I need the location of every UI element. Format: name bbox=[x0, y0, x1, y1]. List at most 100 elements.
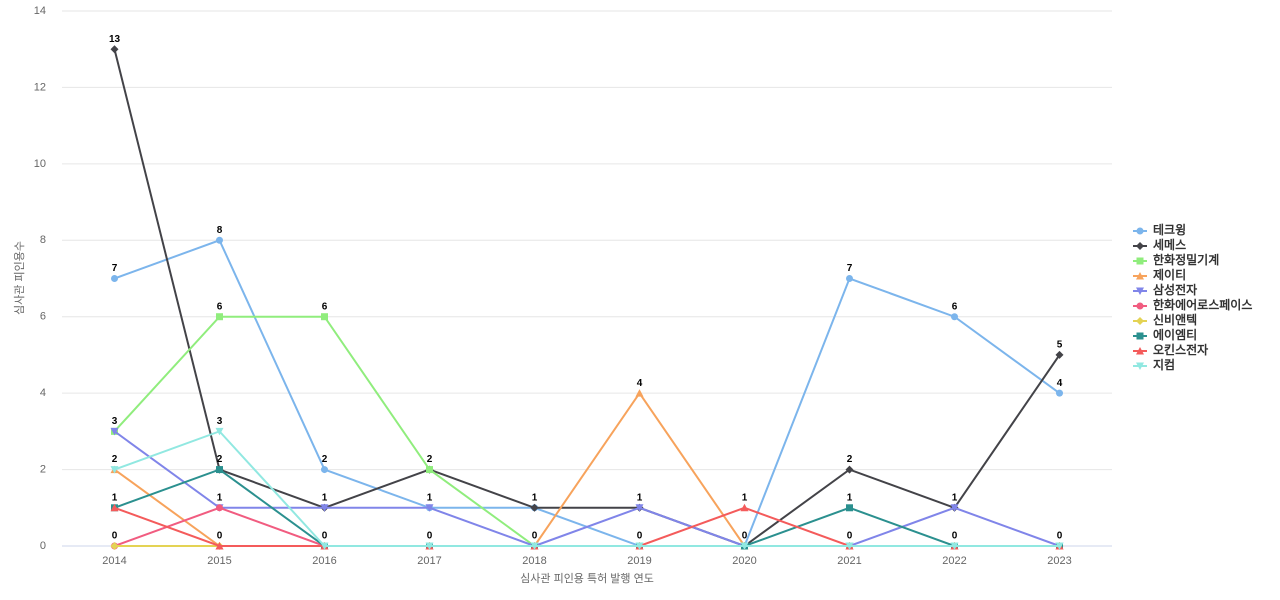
data-label: 0 bbox=[847, 531, 853, 542]
point bbox=[950, 542, 959, 550]
point bbox=[740, 542, 749, 550]
point bbox=[425, 504, 434, 512]
point bbox=[635, 389, 644, 397]
data-label: 13 bbox=[109, 34, 121, 45]
data-label: 0 bbox=[217, 531, 223, 542]
data-label: 2 bbox=[427, 454, 433, 465]
data-label: 0 bbox=[112, 531, 118, 542]
data-label: 1 bbox=[112, 492, 118, 503]
point bbox=[845, 465, 854, 474]
data-label: 4 bbox=[1057, 378, 1063, 389]
legend-label: 삼성전자 bbox=[1153, 282, 1197, 297]
data-label: 4 bbox=[637, 378, 643, 389]
data-label: 1 bbox=[847, 492, 853, 503]
point bbox=[110, 45, 119, 54]
data-label: 7 bbox=[112, 263, 118, 274]
point bbox=[215, 542, 224, 550]
point bbox=[740, 503, 749, 512]
data-label: 8 bbox=[217, 225, 223, 236]
y-tick-label: 8 bbox=[40, 234, 46, 246]
legend-marker bbox=[1136, 362, 1144, 370]
y-tick-label: 10 bbox=[34, 158, 46, 170]
legend-marker bbox=[1136, 257, 1144, 265]
legend-label: 한화정밀기계 bbox=[1153, 252, 1219, 267]
x-tick-label: 2020 bbox=[732, 555, 756, 567]
data-label: 3 bbox=[112, 416, 118, 427]
point bbox=[1055, 350, 1064, 359]
data-label: 0 bbox=[952, 531, 958, 542]
y-tick-label: 4 bbox=[40, 387, 46, 399]
point bbox=[320, 542, 329, 550]
legend-label: 세메스 bbox=[1153, 237, 1186, 252]
point bbox=[845, 542, 854, 550]
point bbox=[321, 313, 328, 321]
data-label: 2 bbox=[322, 454, 328, 465]
y-tick-label: 6 bbox=[40, 311, 46, 323]
legend-label: 신비앤텍 bbox=[1153, 312, 1197, 327]
data-label: 2 bbox=[112, 454, 118, 465]
point bbox=[846, 275, 853, 282]
point bbox=[530, 503, 539, 512]
legend-marker bbox=[1136, 332, 1144, 340]
point bbox=[110, 542, 119, 550]
y-tick-label: 0 bbox=[40, 540, 46, 552]
point bbox=[635, 542, 644, 550]
point bbox=[110, 466, 119, 474]
legend-label: 테크윙 bbox=[1153, 222, 1186, 237]
data-label: 1 bbox=[427, 492, 433, 503]
data-label: 1 bbox=[742, 492, 748, 503]
series-line bbox=[114, 430, 1060, 547]
point bbox=[110, 427, 119, 436]
point bbox=[425, 542, 434, 550]
x-tick-label: 2019 bbox=[627, 555, 651, 567]
legend-marker bbox=[1136, 287, 1144, 295]
point bbox=[321, 466, 328, 474]
point bbox=[216, 504, 223, 512]
legend-marker bbox=[1136, 227, 1144, 235]
point bbox=[216, 466, 223, 474]
x-tick-label: 2022 bbox=[942, 555, 966, 567]
series-line bbox=[113, 430, 1060, 548]
x-tick-label: 2014 bbox=[102, 555, 126, 567]
data-label: 0 bbox=[742, 531, 748, 542]
x-tick-label: 2023 bbox=[1047, 555, 1071, 567]
legend-label: 지컴 bbox=[1153, 357, 1175, 372]
data-label: 0 bbox=[532, 531, 538, 542]
legend-marker bbox=[1136, 302, 1144, 310]
data-label: 0 bbox=[322, 531, 328, 542]
y-tick-label: 12 bbox=[34, 81, 46, 93]
point bbox=[530, 542, 539, 550]
data-label: 6 bbox=[952, 301, 958, 312]
x-tick-label: 2017 bbox=[417, 555, 441, 567]
y-tick-label: 2 bbox=[40, 463, 46, 475]
data-label: 1 bbox=[217, 492, 223, 503]
data-label: 0 bbox=[427, 531, 433, 542]
point bbox=[426, 466, 433, 474]
x-tick-label: 2015 bbox=[207, 555, 231, 567]
point bbox=[111, 275, 118, 282]
x-tick-label: 2021 bbox=[837, 555, 861, 567]
legend-label: 오킨스전자 bbox=[1153, 342, 1208, 357]
legend-marker bbox=[1136, 242, 1144, 250]
data-label: 2 bbox=[847, 454, 853, 465]
data-label: 3 bbox=[217, 416, 223, 427]
point bbox=[1055, 542, 1064, 550]
point bbox=[951, 313, 958, 321]
data-label: 5 bbox=[1057, 340, 1063, 351]
legend-marker bbox=[1136, 317, 1144, 325]
x-tick-label: 2016 bbox=[312, 555, 336, 567]
point bbox=[635, 504, 644, 512]
point bbox=[320, 504, 329, 512]
data-label: 2 bbox=[217, 454, 223, 465]
legend-marker bbox=[1136, 272, 1144, 280]
data-label: 0 bbox=[637, 531, 643, 542]
legend-label: 에이엠티 bbox=[1153, 327, 1197, 342]
x-tick-label: 2018 bbox=[522, 555, 546, 567]
y-axis-title: 심사관 피인용수 bbox=[13, 241, 26, 315]
x-axis-title: 심사관 피인용 특허 발행 연도 bbox=[520, 572, 654, 585]
legend-label: 제이티 bbox=[1153, 267, 1186, 282]
point bbox=[1056, 389, 1063, 397]
y-tick-label: 14 bbox=[34, 5, 46, 17]
legend-marker bbox=[1136, 347, 1144, 355]
point bbox=[110, 503, 119, 512]
